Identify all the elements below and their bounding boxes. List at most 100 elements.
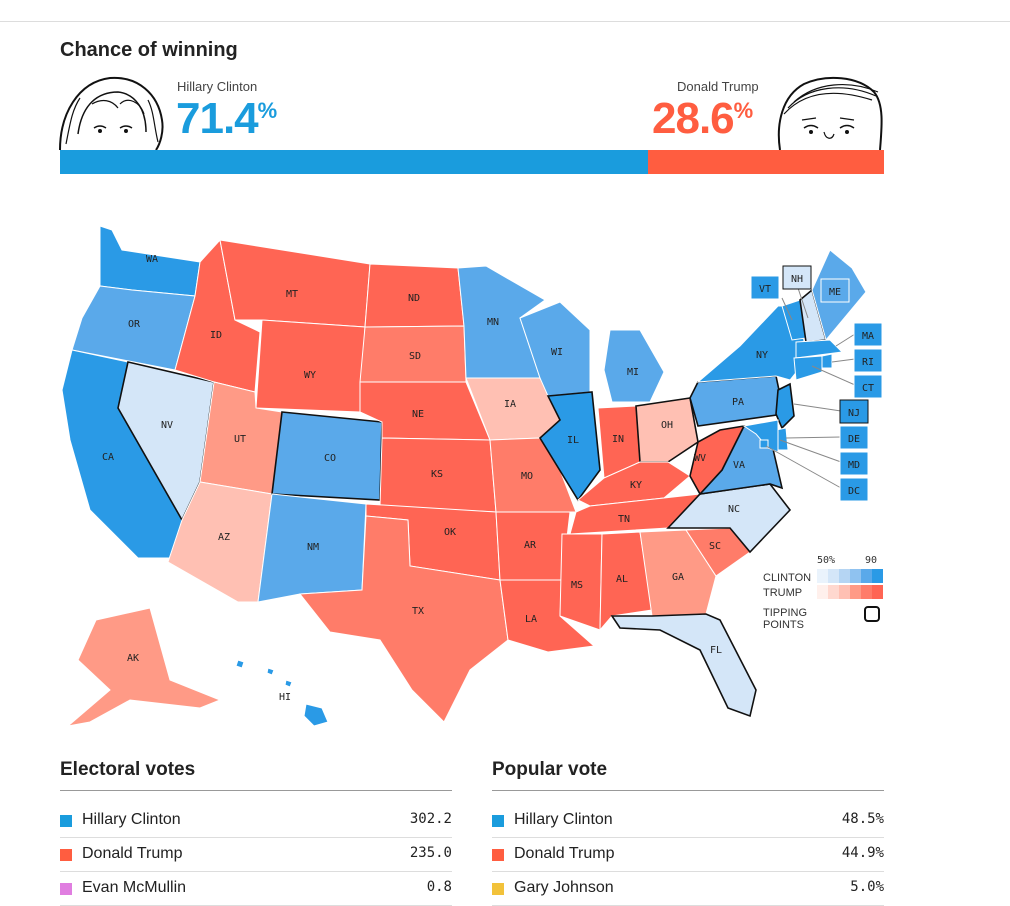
state-box-de[interactable] [839,425,869,450]
state-box-ma[interactable] [853,322,883,347]
state-label-ky: KY [630,480,642,491]
state-label-sd: SD [409,351,421,362]
popular-row: Donald Trump 44.9% [492,838,884,872]
state-box-vt[interactable] [750,275,780,300]
state-box-label-dc: DC [848,486,860,497]
state-label-ar: AR [524,540,537,551]
state-label-co: CO [324,453,336,464]
state-box-ri[interactable] [853,348,883,373]
candidate-name: Hillary Clinton [82,811,181,828]
trump-pct-sign: % [733,98,754,123]
state-hi[interactable] [235,659,329,727]
state-wy[interactable] [255,319,366,413]
state-al[interactable] [599,531,653,632]
electoral-votes-rule [60,790,452,791]
state-label-ne: NE [412,409,424,420]
candidate-name: Hillary Clinton [514,811,613,828]
state-box-label-nj: NJ [848,408,860,419]
state-label-oh: OH [661,420,673,431]
state-box-label-de: DE [848,434,860,445]
state-box-label-nh: NH [791,274,803,285]
state-label-ny: NY [756,350,768,361]
candidate-name: Donald Trump [82,845,183,862]
state-nj[interactable] [775,382,795,430]
state-label-mt: MT [286,289,298,300]
legend-trump-step [872,585,883,599]
state-label-ms: MS [571,580,583,591]
trump-portrait-icon [777,76,883,150]
state-label-fl: FL [710,645,722,656]
clinton-pct-value: 71.4 [176,94,259,143]
legend-trump-step [817,585,828,599]
state-label-tn: TN [618,514,630,525]
state-box-label-ma: MA [862,331,874,342]
candidate-value: 0.8 [426,879,452,895]
page-title: Chance of winning [60,39,238,61]
state-label-tx: TX [412,606,424,617]
state-box-label-md: MD [848,460,860,471]
state-box-ct[interactable] [853,374,883,399]
candidate-color-swatch [492,883,504,895]
state-label-mi: MI [627,367,639,378]
clinton-pct-sign: % [257,98,278,123]
legend-clinton-step [828,569,839,583]
electoral-row: Donald Trump 235.0 [60,838,452,872]
state-label-in: IN [612,434,624,445]
state-label-ks: KS [431,469,443,480]
electoral-row: Evan McMullin 0.8 [60,872,452,906]
state-label-hi: HI [279,692,291,703]
state-ct[interactable] [793,355,823,381]
state-box-dc[interactable] [839,477,869,502]
state-box-me[interactable] [820,278,850,303]
legend-trump-ramp [817,585,883,599]
state-mt[interactable] [219,239,371,328]
state-label-il: IL [567,435,579,446]
state-ak[interactable] [66,607,222,727]
candidate-color-swatch [492,815,504,827]
state-ga[interactable] [639,529,717,617]
state-label-sc: SC [709,541,721,552]
state-box-nh[interactable] [782,265,812,290]
state-box-label-me: ME [829,287,841,298]
state-label-nd: ND [408,293,420,304]
state-box-label-ri: RI [862,357,874,368]
candidate-value: 302.2 [409,811,452,827]
legend-clinton-step [817,569,828,583]
popular-vote-title: Popular vote [492,759,608,780]
candidate-value: 48.5% [841,811,884,827]
state-ma[interactable] [795,339,844,359]
state-label-mo: MO [521,471,533,482]
win-bar-clinton [60,150,649,174]
state-box-label-ct: CT [862,383,874,394]
state-label-nc: NC [728,504,740,515]
legend-scale-high: 90 [865,555,878,566]
state-label-id: ID [210,330,222,341]
state-label-nm: NM [307,542,319,553]
state-box-md[interactable] [839,451,869,476]
electoral-votes-title: Electoral votes [60,759,196,780]
trump-name: Donald Trump [677,79,759,94]
candidate-name: Gary Johnson [514,879,614,896]
legend-clinton-step [872,569,883,583]
state-label-or: OR [128,319,141,330]
state-fl[interactable] [610,613,757,718]
legend-clinton-ramp [817,569,883,583]
state-mi[interactable] [603,329,665,403]
state-box-nj[interactable] [839,399,869,424]
legend-trump-step [839,585,850,599]
state-mo[interactable] [489,437,577,513]
top-divider [0,21,1010,22]
state-label-pa: PA [732,397,744,408]
popular-row: Hillary Clinton 48.5% [492,804,884,838]
state-label-ok: OK [444,527,456,538]
state-ri[interactable] [821,353,833,369]
state-label-ca: CA [102,452,114,463]
electoral-row: Hillary Clinton 302.2 [60,804,452,838]
candidate-value: 44.9% [841,845,884,861]
trump-pct-value: 28.6 [652,94,735,143]
state-oh[interactable] [635,397,699,463]
us-election-map: VT NH ME MA RI CT NJ DE MD DC WA OR CA NV ID MT WY UT AZ C… [61,225,883,727]
legend-clinton-label: CLINTON [763,572,812,584]
state-label-ia: IA [504,399,516,410]
win-probability-bar [60,150,884,174]
